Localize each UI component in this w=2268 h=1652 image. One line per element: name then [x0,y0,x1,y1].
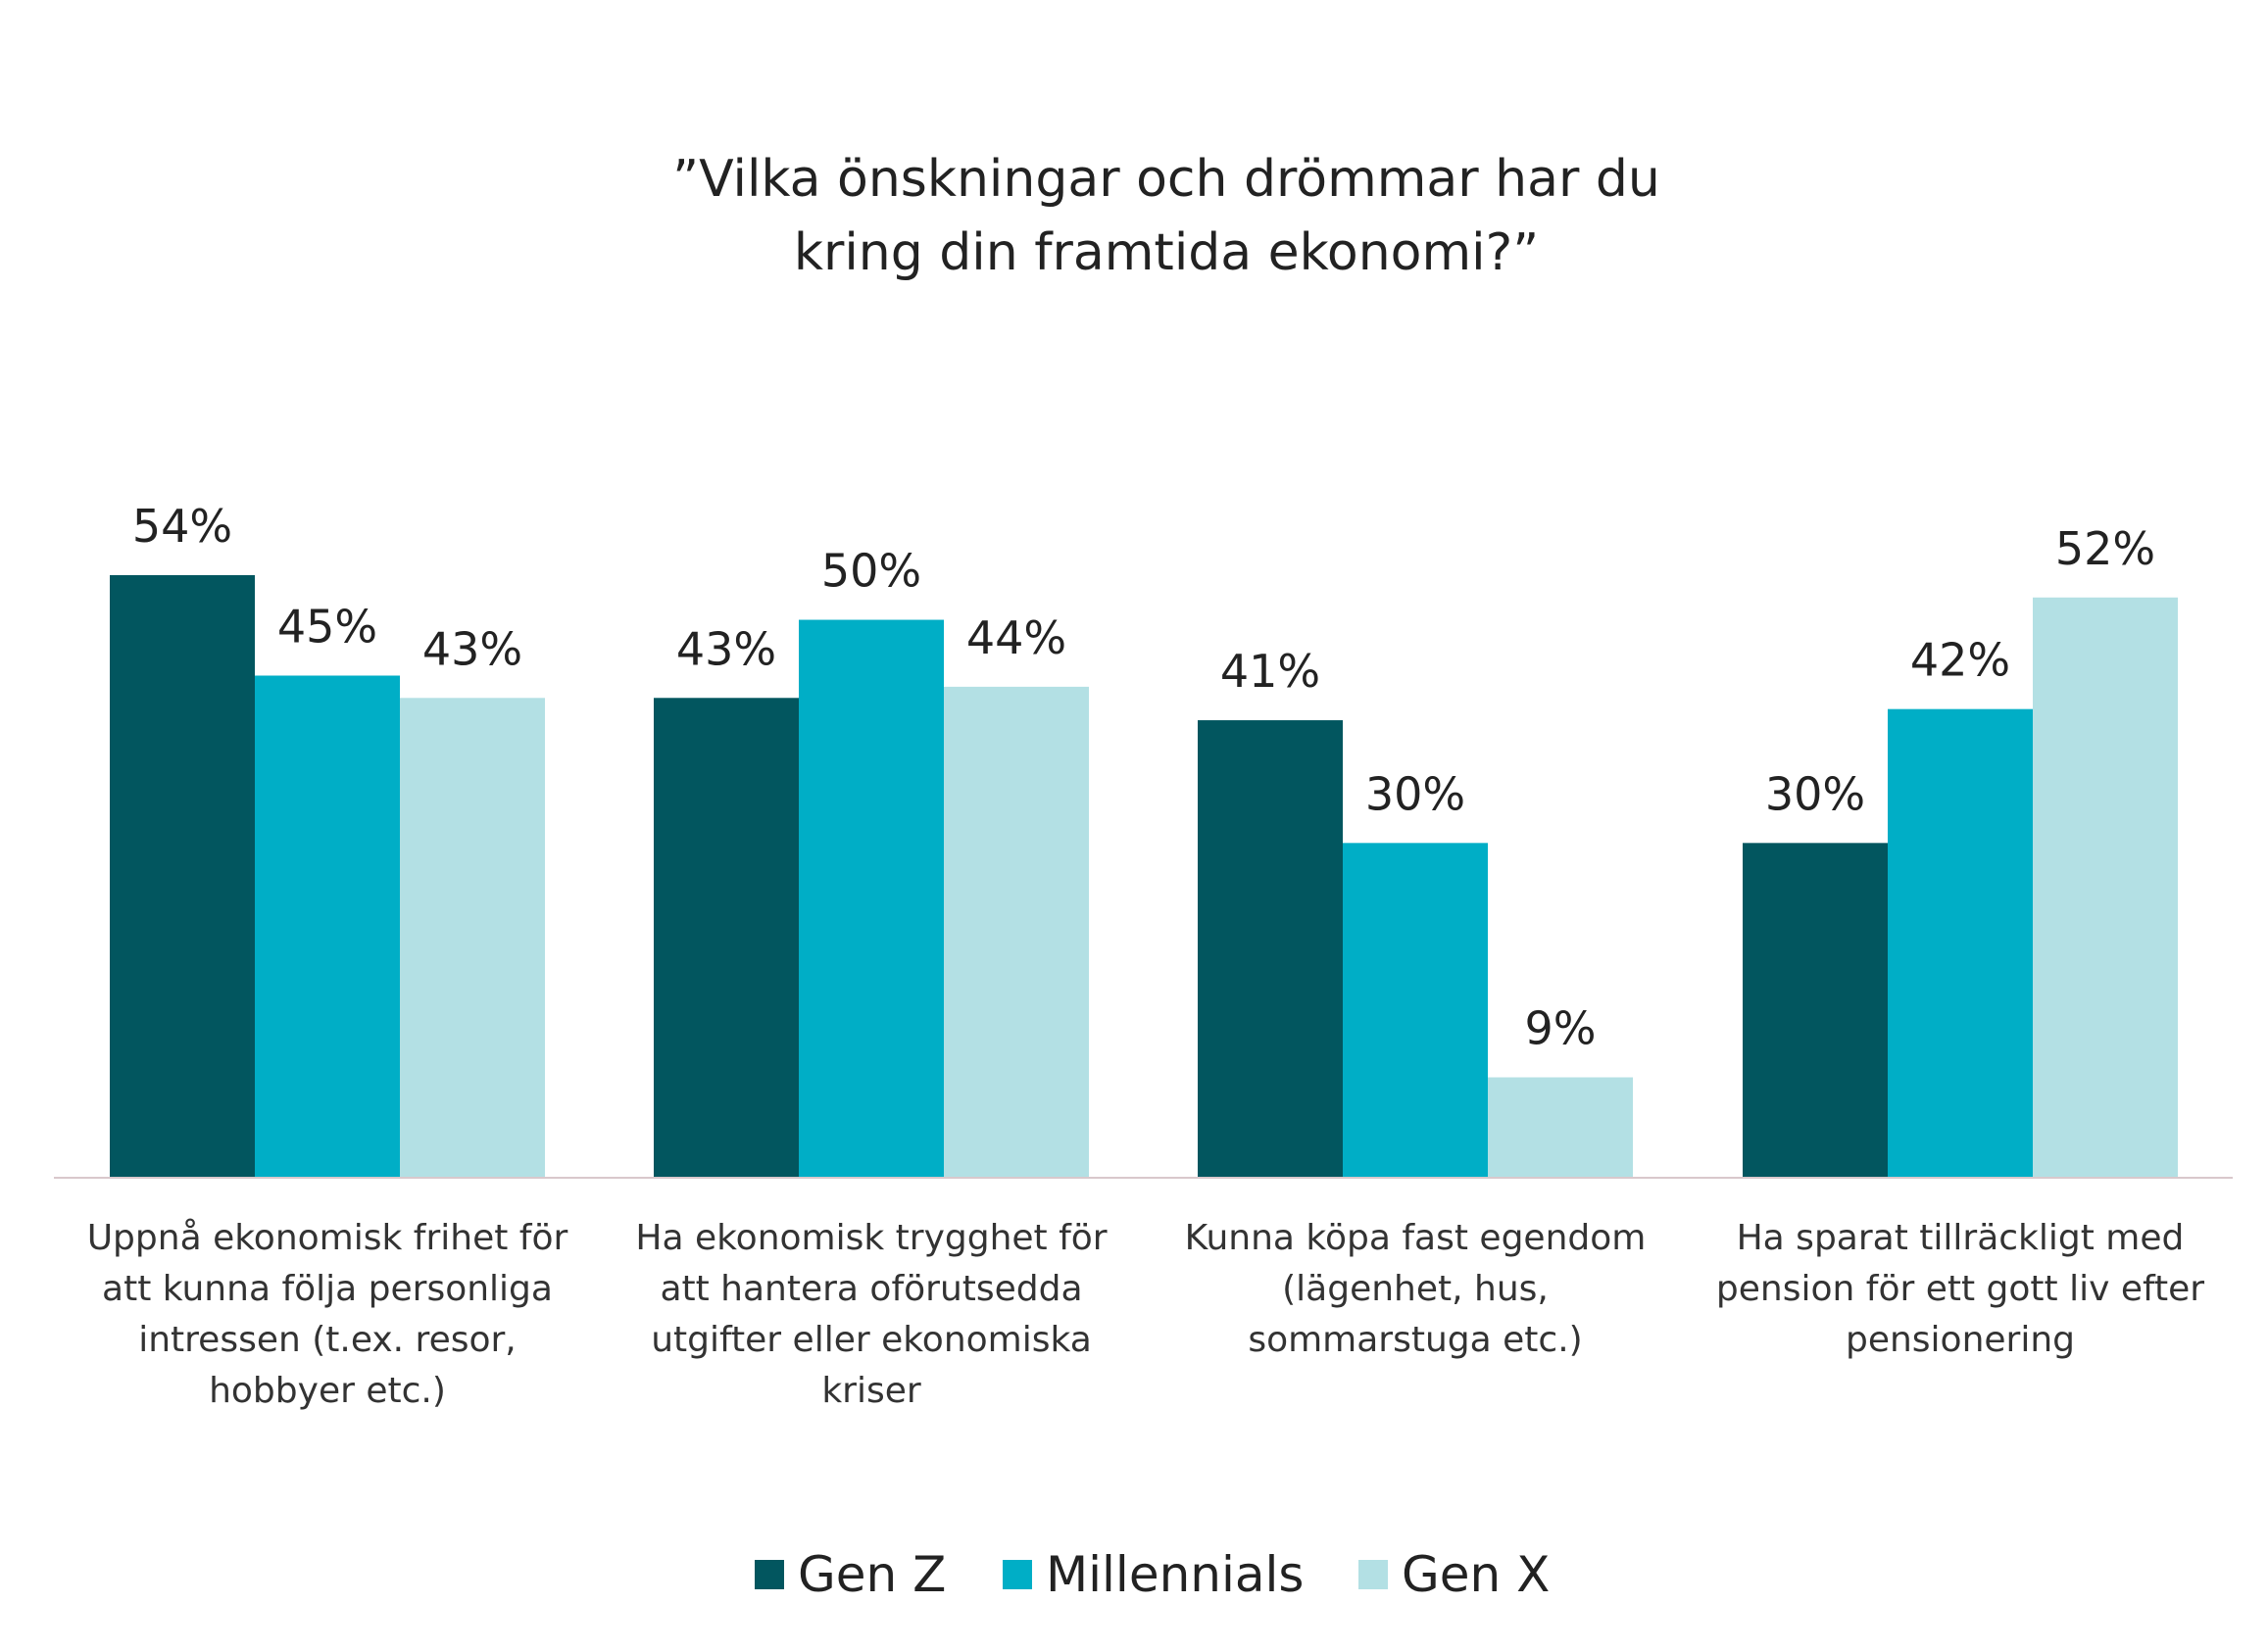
legend-swatch-millennials [1003,1560,1032,1589]
data-label: 44% [966,611,1066,664]
bar-millennials-2 [799,619,944,1178]
bar-millennials-4 [1888,708,2033,1178]
data-label: 42% [1910,634,2010,687]
bar-gen-z-1 [110,575,255,1178]
bar-gen-x-4 [2033,597,2178,1178]
chart-title-line-1: ”Vilka önskningar och drömmar har du [672,150,1660,209]
legend-swatch-gen-x [1358,1560,1388,1589]
category-label-line: pension för ett gott liv efter [1716,1269,2204,1309]
category-label-line: (lägenhet, hus, [1282,1269,1549,1309]
data-label: 30% [1765,767,1865,820]
bar-gen-z-3 [1198,720,1343,1178]
category-label-line: sommarstuga etc.) [1248,1320,1582,1360]
data-label: 30% [1365,767,1465,820]
data-label: 43% [676,622,776,675]
category-label-line: kriser [821,1371,921,1411]
category-label-line: intressen (t.ex. resor, [138,1320,517,1360]
bar-gen-x-2 [944,686,1089,1178]
data-label: 45% [277,601,377,654]
legend: Gen Z Millennials Gen X [755,1546,1550,1603]
legend-swatch-gen-z [755,1560,784,1589]
bar-gen-x-3 [1488,1077,1633,1178]
data-label: 9% [1525,1002,1597,1055]
data-label: 50% [821,545,921,598]
category-label-line: utgifter eller ekonomiska [651,1320,1092,1360]
bar-millennials-1 [255,675,400,1178]
data-label: 43% [422,622,522,675]
category-label-line: att kunna följa personliga [102,1269,553,1309]
data-label: 41% [1220,645,1320,698]
bar-gen-z-4 [1743,843,1888,1178]
category-label-line: Ha sparat tillräckligt med [1737,1218,2185,1258]
chart-title-line-2: kring din framtida ekonomi?” [794,223,1539,282]
value-labels-group: 54% 45% 43% 43% 50% 44% 41% 30% 9% 30% 42% 52% [132,500,2155,1055]
category-label-line: hobbyer etc.) [209,1371,446,1411]
data-label: 52% [2055,522,2155,575]
category-label-line: Ha ekonomisk trygghet för [635,1218,1107,1258]
chart-title: ”Vilka önskningar och drömmar har du kri… [672,150,1660,282]
category-label-line: att hantera oförutsedda [660,1269,1082,1309]
bar-gen-z-2 [654,698,799,1178]
category-label-line: Uppnå ekonomisk frihet för [87,1218,568,1258]
category-labels-group: Uppnå ekonomisk frihet för att kunna följ… [87,1218,2205,1411]
legend-label-gen-z: Gen Z [798,1546,946,1603]
bar-millennials-3 [1343,843,1488,1178]
data-label: 54% [132,500,232,553]
category-label-line: pensionering [1846,1320,2075,1360]
bar-gen-x-1 [400,698,545,1178]
legend-label-millennials: Millennials [1046,1546,1304,1603]
legend-label-gen-x: Gen X [1402,1546,1550,1603]
bars-group [110,575,2178,1178]
category-label-line: Kunna köpa fast egendom [1185,1218,1647,1258]
